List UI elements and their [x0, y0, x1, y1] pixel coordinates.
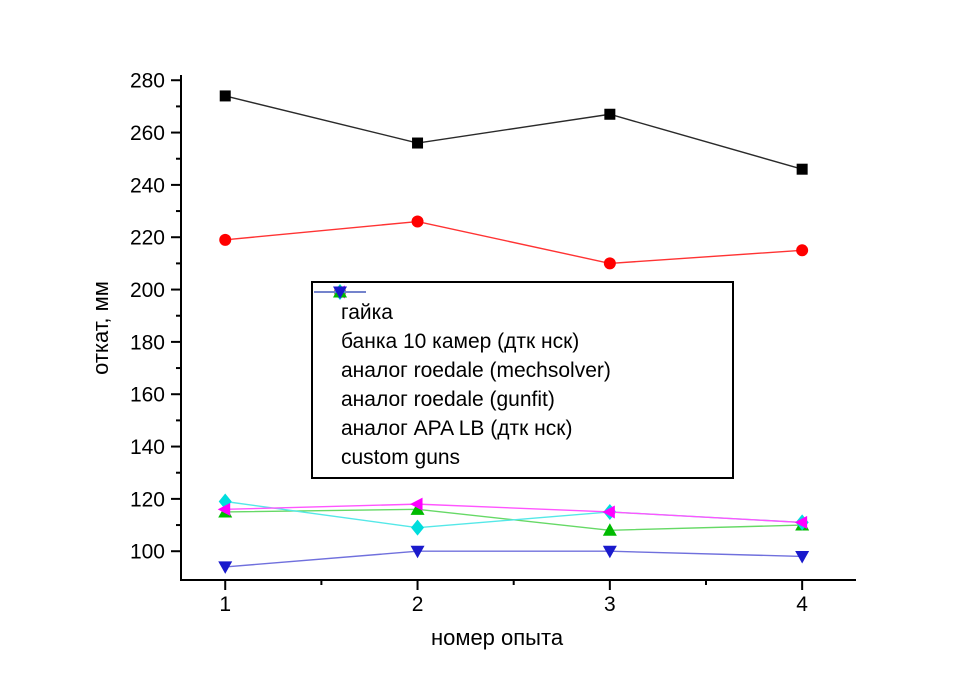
- legend-label: аналог roedale (gunfit): [341, 388, 555, 411]
- y-tick-label: 260: [130, 122, 165, 145]
- triangle-left-marker-icon: [794, 515, 808, 529]
- triangle-up-marker-icon: [602, 523, 617, 536]
- legend-item: аналог roedale (gunfit): [314, 284, 732, 414]
- x-axis-title: номер опыта: [431, 625, 564, 650]
- triangle-down-marker-icon: [333, 286, 347, 299]
- legend-sample: [314, 286, 366, 299]
- y-tick-label: 220: [130, 227, 165, 250]
- x-tick-label: 1: [219, 593, 231, 616]
- y-tick-label: 180: [130, 331, 165, 354]
- y-tick-label: 100: [130, 541, 165, 564]
- legend-item: аналог APA LB (дтк нск): [314, 285, 732, 443]
- y-axis-title: откат, мм: [88, 281, 113, 375]
- x-tick-label: 4: [796, 593, 808, 616]
- y-tick-label: 200: [130, 279, 165, 302]
- legend-label: custom guns: [341, 446, 461, 469]
- triangle-down-marker-icon: [602, 545, 617, 559]
- square-marker-icon: [412, 137, 424, 149]
- triangle-left-marker-icon: [602, 505, 615, 519]
- y-tick-label: 240: [130, 174, 165, 197]
- legend: гайка банка 10 камер (дтк нск) аналог roed…: [311, 281, 734, 479]
- legend-item: аналог roedale (mechsolver): [314, 285, 732, 385]
- y-tick-label: 280: [130, 70, 165, 93]
- circle-marker-icon: [219, 233, 232, 246]
- legend-item: банка 10 камер (дтк нск): [314, 286, 732, 356]
- square-marker-icon: [219, 90, 231, 102]
- y-tick-label: 140: [130, 436, 165, 459]
- legend-label: аналог roedale (mechsolver): [341, 359, 611, 382]
- circle-marker-icon: [603, 257, 616, 270]
- triangle-down-marker-icon: [795, 550, 810, 564]
- series-line-1: [225, 220, 803, 265]
- triangle-up-marker-icon: [410, 502, 425, 515]
- y-tick-label: 160: [130, 384, 165, 407]
- triangle-down-marker-icon: [218, 561, 233, 574]
- series-line-0: [225, 95, 803, 170]
- legend-label: гайка: [341, 301, 393, 324]
- circle-marker-icon: [411, 215, 424, 228]
- triangle-left-marker-icon: [410, 497, 423, 511]
- series-line-3: [225, 500, 803, 529]
- legend-item: гайка: [314, 286, 732, 327]
- square-marker-icon: [796, 163, 808, 175]
- series-line-5: [225, 550, 803, 568]
- triangle-left-marker-icon: [217, 502, 231, 516]
- axis-frame: [180, 75, 856, 581]
- x-tick-label: 3: [604, 593, 616, 616]
- circle-marker-icon: [796, 244, 809, 257]
- y-tick-label: 120: [130, 488, 165, 511]
- x-tick-label: 2: [412, 593, 424, 616]
- legend-label: банка 10 камер (дтк нск): [341, 330, 580, 353]
- series-line-2: [225, 503, 803, 524]
- triangle-down-marker-icon: [410, 545, 425, 559]
- legend-label: аналог APA LB (дтк нск): [341, 417, 573, 440]
- square-marker-icon: [604, 108, 616, 120]
- legend-item: custom guns: [314, 286, 732, 472]
- diamond-marker-icon: [411, 519, 425, 536]
